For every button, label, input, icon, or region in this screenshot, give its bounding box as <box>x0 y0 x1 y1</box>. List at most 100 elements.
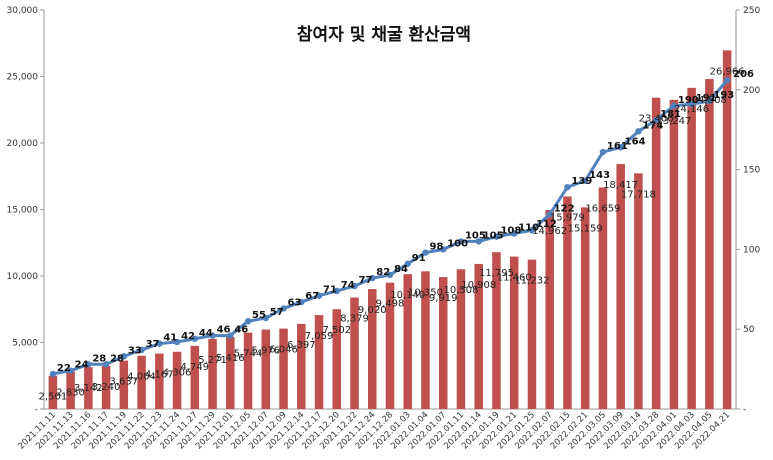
line-value-label: 98 <box>429 242 443 253</box>
line-point <box>457 238 465 245</box>
line-value-label: 91 <box>412 253 426 264</box>
line-value-label: 193 <box>713 90 734 101</box>
bar <box>297 323 306 409</box>
y-right-tick-label: 150 <box>743 166 760 176</box>
line-value-label: 143 <box>589 170 610 181</box>
chart-title: 참여자 및 채굴 환산금액 <box>297 24 471 45</box>
bar-value-label: 5,744 <box>234 349 263 360</box>
bar <box>84 367 93 409</box>
line-point <box>156 340 163 347</box>
bar <box>492 252 501 409</box>
bar <box>687 87 696 409</box>
bar <box>563 196 572 409</box>
y-right-tick-label: - <box>743 405 746 415</box>
bar <box>279 328 288 409</box>
bar <box>190 345 200 409</box>
bar-value-label: 3,142 <box>74 383 103 394</box>
line-point <box>422 249 429 256</box>
bar-value-label: 11,460 <box>497 273 532 284</box>
bar <box>438 277 448 409</box>
line-point <box>546 211 553 218</box>
bar-value-label: 26,966 <box>710 66 745 77</box>
bar <box>332 309 342 409</box>
bar-value-label: 4,167 <box>145 370 174 381</box>
y-right-tick-label: 250 <box>743 6 760 16</box>
line-value-label: 112 <box>536 219 557 230</box>
line-point <box>617 144 624 151</box>
line-point <box>280 305 287 312</box>
bar-value-label: 10,350 <box>408 287 443 298</box>
bar-value-label: 5,416 <box>216 353 245 364</box>
bar <box>651 97 661 410</box>
line-value-label: 55 <box>252 310 266 321</box>
line-point <box>315 292 323 299</box>
y-left-tick-label: - <box>35 405 38 415</box>
line-value-label: 46 <box>217 325 231 336</box>
bar <box>421 271 430 409</box>
line-point <box>351 282 358 290</box>
line-value-label: 74 <box>341 280 355 291</box>
line-point <box>493 233 500 240</box>
line-point <box>298 298 305 306</box>
line-point <box>652 116 660 124</box>
line-value-label: 100 <box>447 238 468 249</box>
line-point <box>369 274 376 282</box>
line-value-label: 44 <box>199 328 213 339</box>
line-value-label: 84 <box>394 264 408 275</box>
line-value-label: 28 <box>92 353 106 364</box>
bar-value-label: 15,159 <box>568 223 603 234</box>
line-point <box>723 77 731 84</box>
line-point <box>670 102 678 109</box>
y-right-tick-label: 100 <box>743 245 760 255</box>
bar-value-label: 2,501 <box>39 392 68 403</box>
bar <box>172 351 182 409</box>
line-value-label: 174 <box>642 120 663 131</box>
bar <box>456 269 466 409</box>
line-value-label: 41 <box>163 333 177 344</box>
bar <box>314 315 324 409</box>
bar <box>509 256 519 409</box>
bar-value-label: 6,046 <box>269 345 298 356</box>
bar-value-label: 4,749 <box>181 362 210 373</box>
line-point <box>227 332 234 339</box>
line-point <box>564 183 571 191</box>
bar <box>598 187 608 409</box>
bar-value-label: 10,508 <box>443 285 478 296</box>
bar <box>119 360 129 409</box>
line-value-label: 164 <box>625 136 646 147</box>
bar-value-label: 6,397 <box>287 340 316 351</box>
line-value-label: 82 <box>376 267 390 278</box>
line-value-label: 71 <box>323 285 337 296</box>
line-series <box>49 77 731 378</box>
bar-value-label: 9,020 <box>358 305 387 316</box>
bar-value-label: 24,808 <box>692 95 727 106</box>
bar-value-label: 7,059 <box>305 331 334 342</box>
bar <box>527 259 537 409</box>
bar-value-label: 16,659 <box>585 203 620 214</box>
line-point <box>85 361 92 368</box>
bar-value-label: 3,240 <box>92 382 121 393</box>
bar <box>616 164 625 409</box>
line-value-label: 191 <box>696 93 717 104</box>
line-point <box>599 148 607 156</box>
y-left-tick-label: 20,000 <box>7 139 39 149</box>
line-point <box>688 100 695 108</box>
y-left-tick-label: 30,000 <box>7 6 39 16</box>
bar <box>208 338 217 409</box>
bar <box>367 289 377 409</box>
bar-value-label: 5,976 <box>251 346 280 357</box>
bar <box>722 50 732 409</box>
line-value-label: 105 <box>483 230 504 241</box>
line-value-label: 42 <box>181 331 195 342</box>
bar-value-label: 11,232 <box>514 276 549 287</box>
bar-value-label: 23,247 <box>656 116 691 127</box>
line-value-label: 122 <box>554 203 575 214</box>
line-value-label: 67 <box>305 291 319 302</box>
bar-value-label: 8,379 <box>340 314 369 325</box>
line-value-label: 206 <box>733 69 754 80</box>
bar-value-label: 23,406 <box>639 114 674 125</box>
line-value-label: 161 <box>607 141 628 152</box>
bar <box>48 375 58 409</box>
